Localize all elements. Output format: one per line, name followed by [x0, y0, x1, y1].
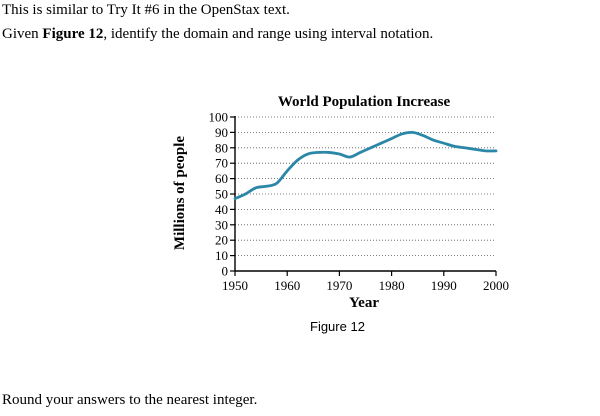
question-line-1: This is similar to Try It #6 in the Open… — [2, 2, 290, 18]
x-tick-label: 2000 — [483, 278, 509, 293]
series-line-0 — [233, 130, 498, 201]
chart-axes — [234, 116, 496, 272]
rounding-instruction: Round your answers to the nearest intege… — [2, 392, 258, 408]
question-line-2-prefix: Given — [2, 26, 43, 42]
chart-grid — [235, 116, 496, 257]
y-tick-label: 100 — [209, 110, 229, 125]
y-tick-label: 50 — [215, 187, 228, 202]
y-tick-label: 10 — [215, 248, 228, 263]
y-tick-label: 40 — [215, 202, 228, 217]
y-tick-label: 0 — [222, 264, 229, 279]
figure-caption: Figure 12 — [310, 319, 365, 334]
y-axis-label: Millions of people — [172, 136, 188, 251]
y-tick-label: 70 — [215, 156, 228, 171]
x-tick-label: 1990 — [431, 278, 457, 293]
question-line-2: Given Figure 12, identify the domain and… — [2, 25, 433, 43]
chart-title: World Population Increase — [278, 94, 451, 110]
y-tick-label: 30 — [215, 217, 228, 232]
y-tick-label: 20 — [215, 233, 228, 248]
x-tick-label: 1960 — [274, 278, 300, 293]
y-tick-label: 80 — [215, 140, 228, 155]
y-tick-label: 90 — [215, 125, 228, 140]
x-tick-label: 1980 — [379, 278, 405, 293]
y-tick-label: 60 — [215, 171, 228, 186]
x-axis-label: Year — [349, 295, 379, 311]
question-line-2-suffix: , identify the domain and range using in… — [103, 26, 434, 42]
chart-series — [233, 130, 498, 201]
figure-reference: Figure 12 — [42, 26, 104, 42]
x-tick-label: 1950 — [222, 278, 248, 293]
x-tick-label: 1970 — [326, 278, 352, 293]
